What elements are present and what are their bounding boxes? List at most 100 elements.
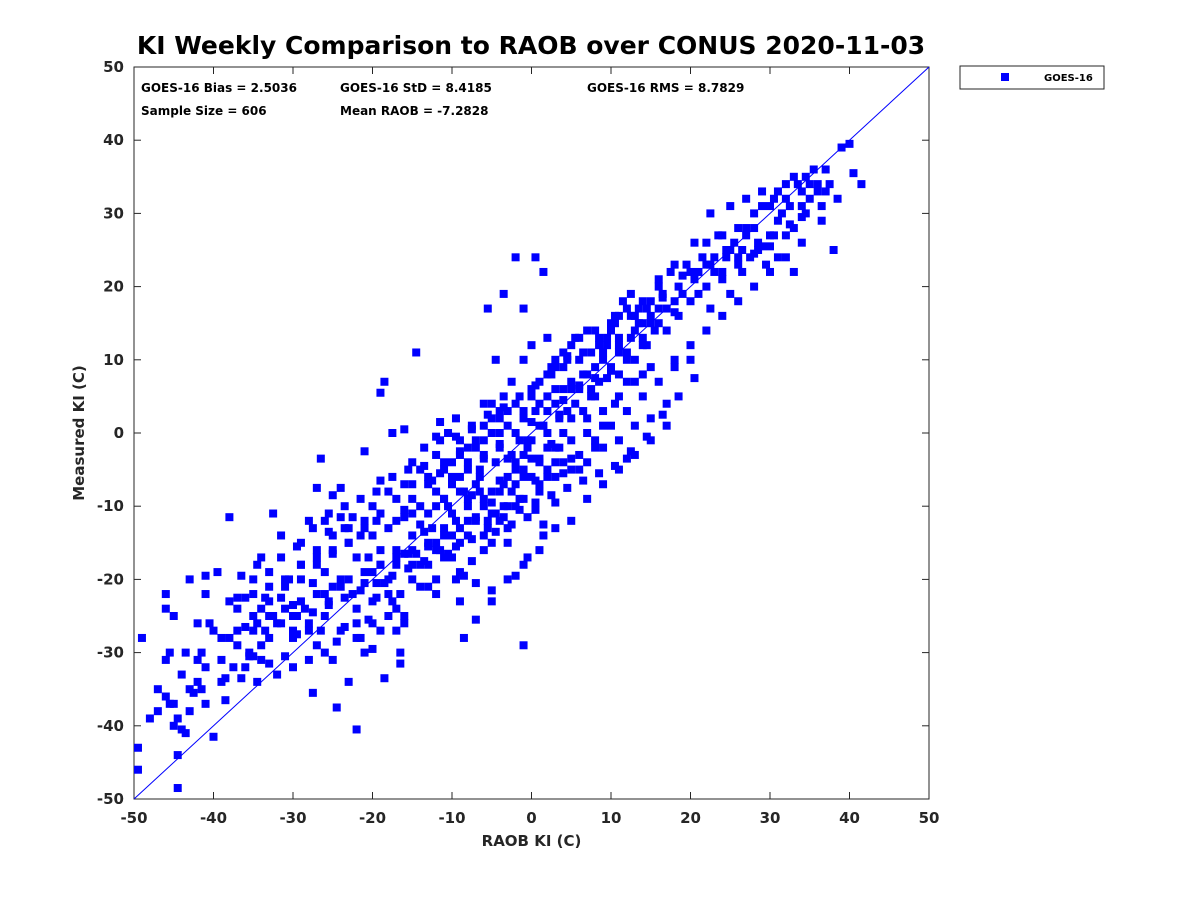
data-point (436, 436, 445, 445)
data-point (400, 505, 409, 514)
data-point (603, 333, 612, 342)
data-point (396, 648, 405, 657)
data-point (535, 487, 544, 496)
data-point (690, 275, 699, 284)
data-point (599, 407, 608, 416)
data-point (698, 253, 707, 262)
data-point (145, 714, 154, 723)
x-tick-label: -10 (438, 809, 465, 827)
data-point (296, 575, 305, 584)
data-point (654, 319, 663, 328)
data-point (388, 472, 397, 481)
data-point (440, 465, 449, 474)
data-point (265, 633, 274, 642)
data-point (511, 480, 520, 489)
data-point (535, 546, 544, 555)
data-point (539, 531, 548, 540)
data-point (277, 553, 286, 562)
data-point (638, 333, 647, 342)
data-point (734, 297, 743, 306)
data-point (519, 494, 528, 503)
data-point (479, 421, 488, 430)
data-point (459, 487, 468, 496)
data-point (603, 341, 612, 350)
data-point (718, 267, 727, 276)
data-point (455, 597, 464, 606)
data-point (304, 655, 313, 664)
data-point (646, 311, 655, 320)
data-point (646, 363, 655, 372)
data-point (185, 685, 194, 694)
data-point (225, 633, 234, 642)
data-point (265, 659, 274, 668)
data-point (781, 194, 790, 203)
data-point (384, 487, 393, 496)
data-point (479, 502, 488, 511)
y-tick-label: -10 (97, 497, 124, 515)
data-point (599, 348, 608, 357)
data-point (408, 546, 417, 555)
data-point (758, 202, 767, 211)
data-point (507, 487, 516, 496)
data-point (527, 472, 536, 481)
legend-box (959, 65, 1105, 90)
data-point (360, 579, 369, 588)
data-point (535, 458, 544, 467)
stat-std: GOES-16 StD = 8.4185 (340, 81, 492, 95)
data-point (519, 407, 528, 416)
data-point (607, 421, 615, 430)
data-point (308, 524, 317, 533)
data-point (300, 604, 309, 613)
data-point (249, 626, 258, 635)
data-point (491, 527, 500, 536)
data-point (408, 575, 417, 584)
data-point (201, 571, 210, 580)
data-point (161, 655, 170, 664)
data-point (475, 472, 484, 481)
data-point (579, 476, 588, 485)
data-point (622, 407, 631, 416)
data-point (209, 626, 218, 635)
y-tick-label: 30 (103, 204, 124, 222)
data-point (451, 575, 460, 584)
data-point (424, 582, 433, 591)
data-point (448, 472, 456, 481)
data-point (332, 637, 341, 646)
data-point (706, 260, 715, 269)
data-point (392, 553, 401, 562)
data-point (789, 172, 798, 181)
data-point (265, 568, 274, 577)
data-point (614, 392, 623, 401)
data-point (730, 238, 739, 247)
data-point (817, 202, 826, 211)
data-point (845, 139, 854, 148)
data-point (209, 732, 218, 741)
data-point (519, 355, 528, 364)
data-point (515, 505, 524, 514)
data-point (241, 593, 250, 602)
data-point (579, 407, 588, 416)
data-point (718, 231, 727, 240)
data-point (420, 527, 429, 536)
data-point (551, 498, 560, 507)
data-point (495, 487, 504, 496)
data-point (336, 626, 345, 635)
data-point (773, 187, 782, 196)
data-point (523, 513, 532, 522)
data-point (241, 663, 250, 672)
data-point (328, 531, 337, 540)
data-point (296, 560, 305, 569)
data-point (360, 516, 369, 525)
data-point (320, 516, 329, 525)
data-point (531, 253, 540, 262)
data-point (487, 586, 496, 595)
data-point (797, 213, 806, 222)
data-point (229, 663, 238, 672)
data-point (384, 524, 393, 533)
data-point (455, 450, 464, 459)
data-point (185, 575, 194, 584)
data-point (567, 341, 576, 350)
data-point (583, 370, 592, 379)
data-point (396, 659, 405, 668)
data-point (662, 399, 671, 408)
